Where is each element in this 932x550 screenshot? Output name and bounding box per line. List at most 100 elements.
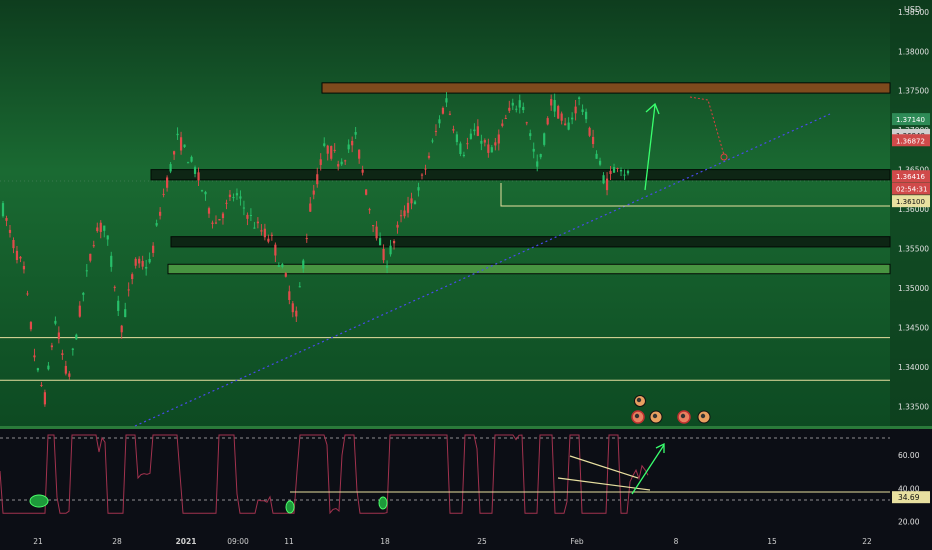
candle-body bbox=[427, 155, 431, 158]
candle-body bbox=[256, 221, 259, 224]
candle-body bbox=[626, 170, 630, 174]
event-icon bbox=[634, 395, 646, 407]
candle-body bbox=[96, 227, 99, 232]
candle-body bbox=[546, 118, 549, 125]
candle-body bbox=[99, 222, 102, 232]
price-pane-background bbox=[0, 0, 932, 426]
candle-body bbox=[605, 178, 609, 191]
pane-separator[interactable] bbox=[0, 426, 932, 429]
time-tick-label: 21 bbox=[33, 537, 43, 546]
candle-body bbox=[89, 253, 92, 261]
time-tick-label: 18 bbox=[380, 537, 390, 546]
candle-body bbox=[588, 127, 591, 136]
candle-body bbox=[522, 106, 525, 111]
candle-body bbox=[274, 244, 277, 256]
candle-body bbox=[78, 305, 81, 317]
candle-body bbox=[476, 126, 479, 136]
candle-body bbox=[487, 144, 490, 153]
price-zone[interactable] bbox=[150, 169, 891, 181]
price-tick-label: 1.36500 bbox=[898, 166, 929, 175]
wedge-lower bbox=[557, 477, 651, 491]
time-axis-background bbox=[0, 532, 932, 550]
candle-body bbox=[134, 258, 137, 266]
candle-body bbox=[420, 174, 424, 176]
candle-body bbox=[424, 168, 427, 170]
time-tick-label: Feb bbox=[570, 537, 584, 546]
time-tick-label: 8 bbox=[674, 537, 679, 546]
candle-body bbox=[15, 250, 19, 261]
candle-body bbox=[459, 143, 462, 155]
candle-body bbox=[29, 322, 33, 330]
candle-layer bbox=[1, 92, 630, 407]
candle-body bbox=[75, 334, 78, 340]
price-tick-label: 1.38500 bbox=[898, 8, 929, 17]
candle-body bbox=[71, 348, 74, 350]
candle-body bbox=[193, 167, 197, 174]
candle-body bbox=[298, 286, 301, 288]
candle-body bbox=[508, 107, 511, 111]
price-label-box bbox=[892, 195, 930, 208]
oscillator-annotations bbox=[29, 442, 890, 514]
candle-body bbox=[288, 291, 291, 300]
event-icon bbox=[631, 410, 645, 424]
candle-body bbox=[595, 153, 598, 159]
candle-body bbox=[284, 273, 287, 277]
candle-body bbox=[131, 274, 134, 280]
candle-body bbox=[211, 222, 214, 224]
candle-body bbox=[145, 266, 148, 269]
time-axis[interactable]: 21 28 2021 09:00 11 18 25 Feb 8 15 22 bbox=[33, 537, 872, 546]
trendline-dotted[interactable] bbox=[134, 113, 831, 427]
oscillator-axis: 60.00 40.00 20.00 34.69 bbox=[892, 451, 930, 527]
candle-body bbox=[330, 146, 333, 159]
candle-body bbox=[40, 384, 43, 386]
candle-body bbox=[12, 239, 15, 249]
price-label-box bbox=[892, 134, 930, 147]
event-icon bbox=[649, 410, 663, 424]
candle-body bbox=[389, 245, 392, 255]
time-tick-label: 28 bbox=[112, 537, 122, 546]
candle-body bbox=[497, 134, 500, 144]
price-zone[interactable] bbox=[167, 263, 891, 275]
candle-body bbox=[602, 175, 605, 184]
candle-body bbox=[267, 238, 270, 242]
candle-body bbox=[85, 270, 88, 272]
candle-body bbox=[19, 256, 22, 259]
candle-body bbox=[214, 222, 218, 224]
candle-body bbox=[47, 365, 50, 370]
candle-body bbox=[186, 162, 190, 164]
candle-body bbox=[326, 145, 329, 154]
price-tick-label: 1.37500 bbox=[898, 87, 929, 96]
candle-body bbox=[232, 197, 235, 199]
price-tick-label: 1.33500 bbox=[898, 402, 929, 411]
oversold-marker bbox=[285, 500, 295, 514]
candle-body bbox=[372, 225, 375, 227]
price-label: 1.37140 bbox=[896, 116, 925, 124]
candle-body bbox=[368, 209, 371, 211]
candle-body bbox=[249, 214, 253, 216]
candle-body bbox=[197, 172, 200, 181]
projection-arrow-up bbox=[644, 102, 660, 191]
candle-body bbox=[567, 122, 570, 130]
candle-body bbox=[50, 345, 53, 348]
candle-body bbox=[434, 130, 438, 132]
candle-body bbox=[452, 129, 455, 131]
candle-body bbox=[483, 140, 486, 143]
time-tick-label: 11 bbox=[284, 537, 294, 546]
event-icon bbox=[677, 410, 691, 424]
price-axis-background bbox=[890, 0, 932, 426]
candle-body bbox=[124, 309, 127, 318]
range-bottom-line[interactable] bbox=[500, 183, 890, 207]
event-icons[interactable] bbox=[631, 395, 711, 424]
candle-body bbox=[281, 264, 284, 267]
candle-body bbox=[406, 202, 410, 213]
candle-body bbox=[598, 160, 602, 165]
candle-body bbox=[152, 245, 155, 253]
candle-body bbox=[490, 147, 493, 153]
price-zone[interactable] bbox=[321, 82, 891, 94]
price-label: 1.36872 bbox=[896, 137, 925, 145]
candle-body bbox=[396, 224, 399, 228]
candle-body bbox=[218, 218, 221, 221]
price-zone[interactable] bbox=[170, 236, 891, 248]
candle-body bbox=[270, 234, 273, 236]
